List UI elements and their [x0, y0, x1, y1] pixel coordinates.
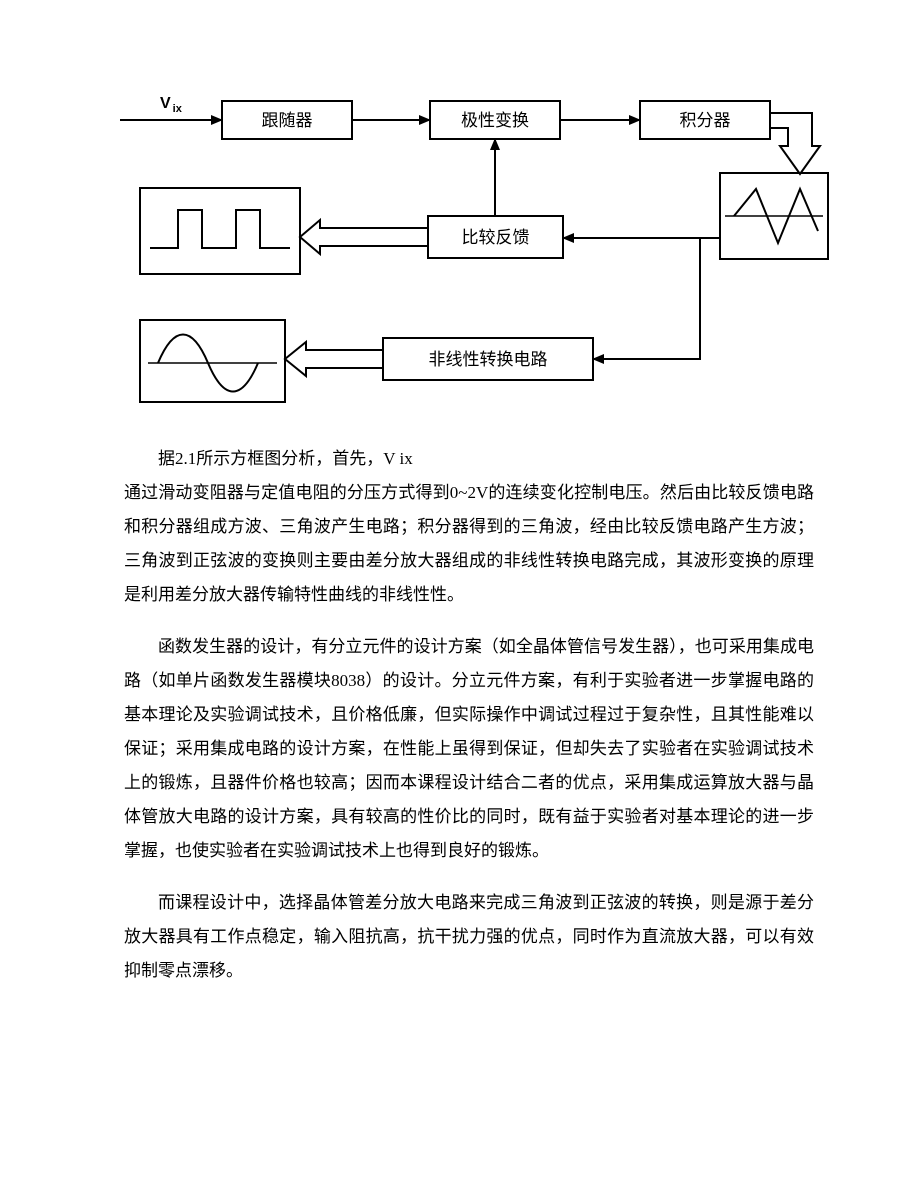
- node-polarity-label: 极性变换: [461, 111, 529, 130]
- edge-triwave-nonlinear: [593, 238, 700, 359]
- node-nonlinear: 非线性转换电路: [383, 338, 593, 380]
- node-square-wave-box: [140, 188, 300, 274]
- page: Vix 跟随器 极性变换 积分器 比较反馈 非线性转换电路: [0, 0, 920, 1191]
- diagram-svg: Vix 跟随器 极性变换 积分器 比较反馈 非线性转换电路: [120, 78, 840, 418]
- edge-integrator-triwave-block: [770, 113, 820, 174]
- input-label: Vix: [160, 95, 183, 115]
- edge-compare-sqwave-block: [300, 220, 428, 254]
- node-compare-label: 比较反馈: [462, 228, 530, 247]
- input-label-ix: ix: [173, 103, 183, 115]
- text-region: 据2.1所示方框图分析，首先，V ix 通过滑动变阻器与定值电阻的分压方式得到0…: [124, 442, 814, 1006]
- paragraph-2: 函数发生器的设计，有分立元件的设计方案（如全晶体管信号发生器），也可采用集成电路…: [124, 630, 814, 868]
- input-label-v: V: [160, 95, 171, 112]
- edge-nonlinear-sinwave-block: [285, 342, 383, 376]
- node-integrator: 积分器: [640, 101, 770, 139]
- p1-intro: 据2.1所示方框图分析，首先，V ix: [124, 442, 814, 476]
- block-diagram: Vix 跟随器 极性变换 积分器 比较反馈 非线性转换电路: [120, 78, 840, 418]
- paragraph-1: 据2.1所示方框图分析，首先，V ix 通过滑动变阻器与定值电阻的分压方式得到0…: [124, 442, 814, 612]
- node-polarity: 极性变换: [430, 101, 560, 139]
- node-triangle-wave-box: [720, 173, 828, 259]
- node-integrator-label: 积分器: [680, 111, 731, 130]
- node-follower: 跟随器: [222, 101, 352, 139]
- p1-body: 通过滑动变阻器与定值电阻的分压方式得到0~2V的连续变化控制电压。然后由比较反馈…: [124, 476, 814, 612]
- node-sine-wave-box: [140, 320, 285, 402]
- node-nonlinear-label: 非线性转换电路: [429, 350, 548, 369]
- node-compare: 比较反馈: [428, 216, 563, 258]
- node-follower-label: 跟随器: [262, 111, 313, 130]
- paragraph-3: 而课程设计中，选择晶体管差分放大电路来完成三角波到正弦波的转换，则是源于差分放大…: [124, 886, 814, 988]
